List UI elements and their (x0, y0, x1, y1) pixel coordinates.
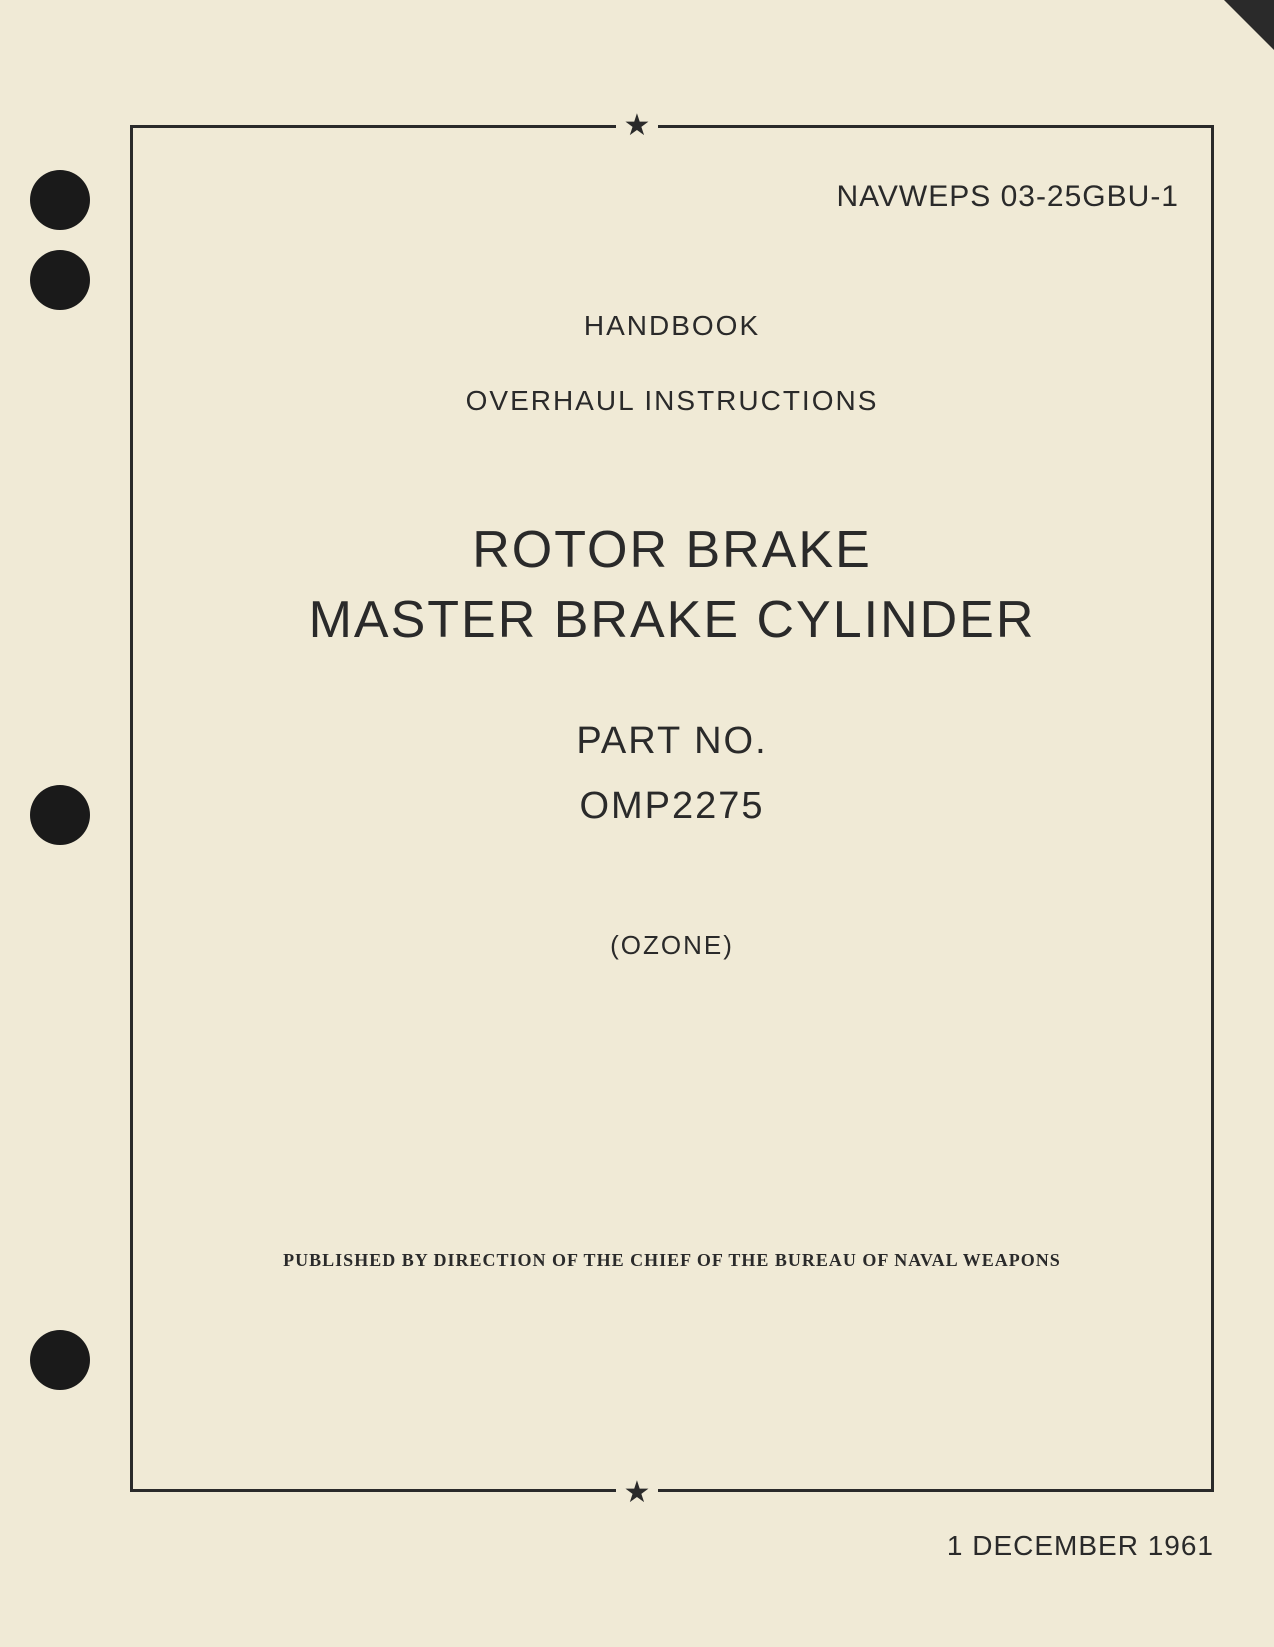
punch-hole (30, 1330, 90, 1390)
publisher-statement: PUBLISHED BY DIRECTION OF THE CHIEF OF T… (130, 1250, 1214, 1271)
document-page: ★ ★ NAVWEPS 03-25GBU-1 HANDBOOK OVERHAUL… (0, 0, 1274, 1647)
overhaul-label: OVERHAUL INSTRUCTIONS (130, 385, 1214, 417)
publication-date: 1 DECEMBER 1961 (947, 1530, 1214, 1562)
main-title-line1: ROTOR BRAKE (130, 520, 1214, 580)
corner-fold (1224, 0, 1274, 50)
star-icon: ★ (616, 104, 658, 146)
star-icon: ★ (616, 1471, 658, 1513)
punch-hole (30, 785, 90, 845)
handbook-label: HANDBOOK (130, 310, 1214, 342)
manufacturer-label: (OZONE) (130, 930, 1214, 961)
punch-hole (30, 250, 90, 310)
part-number-label: PART NO. (130, 720, 1214, 763)
punch-hole (30, 170, 90, 230)
part-number-value: OMP2275 (130, 785, 1214, 828)
document-number: NAVWEPS 03-25GBU-1 (836, 180, 1179, 214)
main-title-line2: MASTER BRAKE CYLINDER (130, 590, 1214, 650)
